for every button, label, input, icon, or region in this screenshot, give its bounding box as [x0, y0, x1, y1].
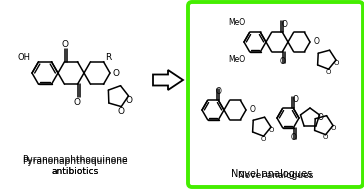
Text: O: O	[293, 95, 298, 104]
Text: O: O	[318, 114, 324, 122]
Text: O: O	[250, 105, 256, 115]
Text: antibiotics: antibiotics	[51, 167, 99, 177]
Text: O: O	[322, 134, 328, 140]
Text: O: O	[117, 107, 124, 116]
Text: O: O	[290, 133, 296, 142]
Text: OH: OH	[17, 53, 31, 62]
Text: MeO: MeO	[228, 55, 245, 64]
Text: O: O	[282, 20, 288, 29]
Text: R: R	[105, 53, 112, 62]
Text: O: O	[260, 136, 266, 142]
Text: O: O	[112, 68, 119, 77]
Text: O: O	[314, 37, 320, 46]
Text: Novel analogues: Novel analogues	[232, 169, 313, 179]
Polygon shape	[153, 99, 183, 119]
Text: MeO: MeO	[228, 18, 245, 27]
Text: O: O	[330, 125, 336, 131]
Polygon shape	[153, 70, 183, 90]
Text: O: O	[125, 96, 132, 105]
Text: O: O	[61, 40, 68, 49]
Text: O: O	[74, 98, 81, 107]
Text: O: O	[268, 126, 274, 132]
Text: Pyranonaphthoquinone: Pyranonaphthoquinone	[22, 157, 128, 167]
Text: Novel analogues: Novel analogues	[238, 170, 314, 180]
Text: Pyranonaphthoquinone: Pyranonaphthoquinone	[22, 156, 128, 164]
Text: O: O	[333, 60, 339, 66]
FancyBboxPatch shape	[188, 2, 363, 187]
Text: O: O	[215, 87, 221, 96]
Text: O: O	[325, 69, 331, 74]
Text: O: O	[280, 57, 285, 66]
Text: antibiotics: antibiotics	[51, 167, 99, 176]
